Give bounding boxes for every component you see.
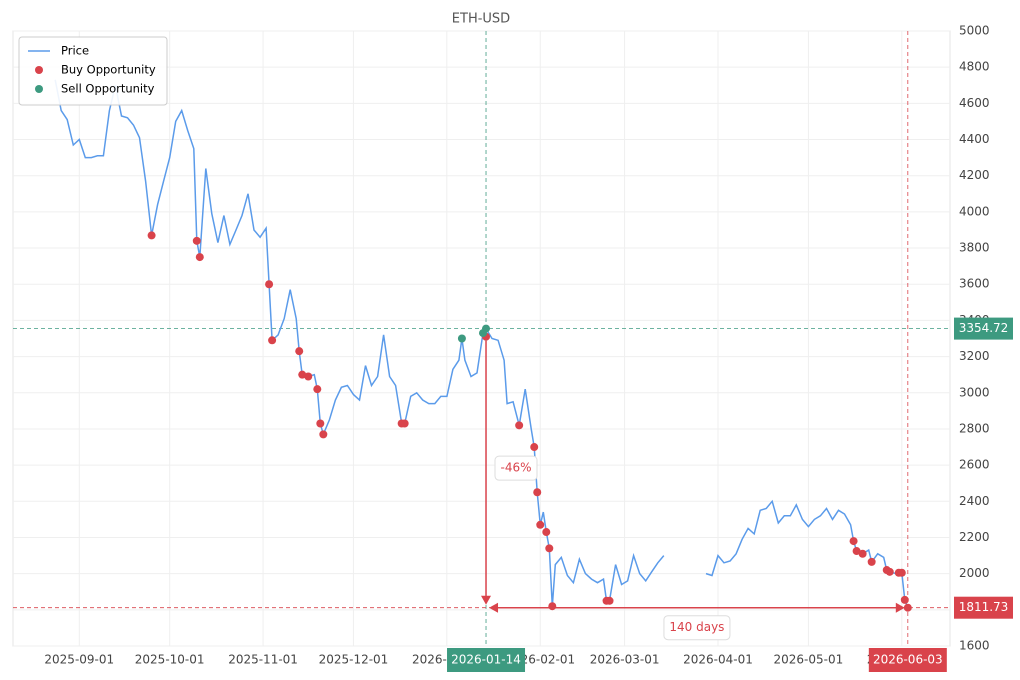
date-badge-label: 2026-01-14 bbox=[451, 653, 521, 667]
y-tick-label: 4200 bbox=[959, 168, 990, 182]
price-badge bbox=[954, 596, 1013, 619]
signal-point bbox=[536, 520, 545, 529]
date-badge-label: 2026-06-03 bbox=[873, 653, 943, 667]
signal-point bbox=[482, 324, 491, 333]
signal-point bbox=[849, 537, 858, 546]
signal-point bbox=[903, 603, 912, 612]
change-label: -46% bbox=[501, 461, 532, 475]
signal-point bbox=[530, 443, 539, 452]
date-badge bbox=[447, 648, 526, 672]
arrow-head bbox=[489, 602, 499, 613]
legend-label: Price bbox=[61, 44, 89, 58]
signal-point bbox=[268, 336, 277, 345]
label-box bbox=[663, 615, 731, 641]
signal-point bbox=[900, 595, 909, 604]
signal-point bbox=[457, 334, 466, 343]
signal-point bbox=[400, 419, 409, 428]
signal-point bbox=[265, 280, 274, 289]
signal-point bbox=[533, 488, 542, 497]
y-tick-label: 1600 bbox=[959, 639, 990, 653]
y-tick-label: 3600 bbox=[959, 277, 990, 291]
legend-swatch bbox=[35, 85, 43, 93]
legend-label: Buy Opportunity bbox=[61, 63, 156, 77]
signal-point bbox=[192, 236, 201, 245]
price-badge bbox=[954, 317, 1013, 340]
x-tick-label: 2025-09-01 bbox=[44, 653, 114, 667]
x-tick-label: 2026-04-01 bbox=[683, 653, 753, 667]
price-badge-label: 3354.72 bbox=[959, 321, 1009, 335]
signal-point bbox=[885, 567, 894, 576]
signal-point bbox=[548, 602, 557, 611]
duration-label: 140 days bbox=[669, 620, 724, 634]
y-tick-label: 5000 bbox=[959, 24, 990, 38]
legend-swatch bbox=[35, 66, 43, 74]
signal-point bbox=[316, 419, 325, 428]
legend-label: Sell Opportunity bbox=[61, 82, 155, 96]
signal-point bbox=[313, 385, 322, 394]
signal-point bbox=[515, 421, 524, 430]
x-tick-label: 2025-10-01 bbox=[135, 653, 205, 667]
y-tick-label: 2000 bbox=[959, 566, 990, 580]
signal-point bbox=[542, 528, 551, 537]
price-badge-label: 1811.73 bbox=[959, 600, 1009, 614]
arrow-head bbox=[481, 595, 492, 605]
label-box bbox=[494, 455, 538, 481]
y-tick-label: 2400 bbox=[959, 494, 990, 508]
x-tick-label: 2025-12-01 bbox=[319, 653, 389, 667]
signal-point bbox=[897, 568, 906, 577]
signal-point bbox=[319, 430, 328, 439]
y-tick-label: 4000 bbox=[959, 204, 990, 218]
price-line bbox=[54, 79, 909, 608]
arrow-head bbox=[895, 602, 905, 613]
date-badge bbox=[868, 648, 947, 672]
y-tick-label: 3000 bbox=[959, 385, 990, 399]
y-tick-label: 3800 bbox=[959, 241, 990, 255]
signal-point bbox=[295, 347, 304, 356]
signal-point bbox=[858, 549, 867, 558]
signal-point bbox=[867, 557, 876, 566]
y-tick-label: 2200 bbox=[959, 530, 990, 544]
signal-point bbox=[195, 253, 204, 262]
chart-title: ETH-USD bbox=[452, 12, 510, 27]
signal-point bbox=[298, 370, 307, 379]
signal-point bbox=[852, 547, 861, 556]
signal-point bbox=[545, 544, 554, 553]
signal-point bbox=[605, 596, 614, 605]
y-tick-label: 4800 bbox=[959, 60, 990, 74]
signal-point bbox=[147, 231, 156, 240]
y-tick-label: 2800 bbox=[959, 421, 990, 435]
y-tick-label: 4400 bbox=[959, 132, 990, 146]
x-tick-label: 2026-03-01 bbox=[590, 653, 660, 667]
y-tick-label: 4600 bbox=[959, 96, 990, 110]
y-tick-label: 3200 bbox=[959, 349, 990, 363]
y-tick-label: 2600 bbox=[959, 458, 990, 472]
x-tick-label: 2025-11-01 bbox=[228, 653, 298, 667]
legend-box bbox=[18, 36, 168, 106]
x-tick-label: 2026-05-01 bbox=[774, 653, 844, 667]
signal-point bbox=[304, 372, 313, 381]
